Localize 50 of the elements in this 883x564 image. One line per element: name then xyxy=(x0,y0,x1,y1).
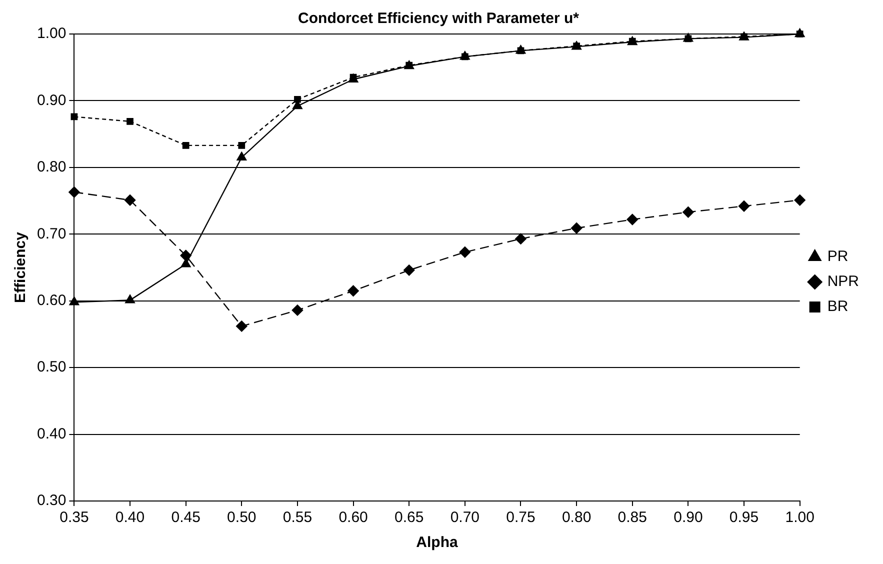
point xyxy=(459,246,471,258)
point xyxy=(238,142,246,149)
y-tick-label: 0.30 xyxy=(36,492,66,510)
point xyxy=(126,118,134,125)
point xyxy=(125,294,135,304)
y-tick-label: 0.80 xyxy=(36,158,66,176)
x-tick-label: 0.65 xyxy=(394,509,424,526)
point xyxy=(70,113,78,120)
legend-label: NPR xyxy=(827,273,860,290)
y-tick-label: 0.60 xyxy=(36,292,66,309)
point xyxy=(69,296,80,306)
y-tick-label: 0.90 xyxy=(36,92,66,109)
legend-label: PR xyxy=(827,248,848,266)
point xyxy=(292,304,304,316)
point xyxy=(236,152,247,161)
chart-title: Condorcet Efficiency with Parameter u* xyxy=(298,10,580,28)
x-tick-label: 0.40 xyxy=(115,509,145,526)
y-tick-label: 0.40 xyxy=(36,425,66,442)
y-tick-label: 1.00 xyxy=(36,25,66,42)
point xyxy=(404,264,415,276)
x-tick-label: 0.60 xyxy=(338,509,368,526)
x-tick-label: 0.55 xyxy=(282,509,312,526)
point xyxy=(794,194,806,206)
y-axis-title: Efficiency xyxy=(12,231,30,303)
x-tick-label: 1.00 xyxy=(785,509,814,526)
point xyxy=(182,142,190,149)
point xyxy=(348,285,359,296)
point xyxy=(236,320,248,332)
x-tick-label: 0.80 xyxy=(562,509,592,526)
x-tick-label: 0.95 xyxy=(729,509,759,526)
x-tick-label: 0.70 xyxy=(450,509,480,526)
y-tick-label: 0.70 xyxy=(36,225,66,242)
point xyxy=(124,194,136,206)
y-tick-label: 0.50 xyxy=(36,358,66,376)
x-tick-label: 0.35 xyxy=(60,509,89,526)
point xyxy=(180,258,191,268)
point xyxy=(626,214,638,226)
x-tick-label: 0.50 xyxy=(227,509,256,526)
point xyxy=(515,233,526,244)
point xyxy=(738,200,750,212)
point xyxy=(180,250,192,262)
x-tick-label: 0.85 xyxy=(618,509,647,526)
point xyxy=(682,206,694,218)
legend-label: BR xyxy=(827,298,848,316)
x-tick-label: 0.90 xyxy=(674,509,703,526)
point xyxy=(570,222,582,234)
x-axis-title: Alpha xyxy=(416,534,458,552)
x-tick-label: 0.45 xyxy=(171,509,200,526)
point xyxy=(68,186,80,198)
x-tick-label: 0.75 xyxy=(506,509,536,526)
